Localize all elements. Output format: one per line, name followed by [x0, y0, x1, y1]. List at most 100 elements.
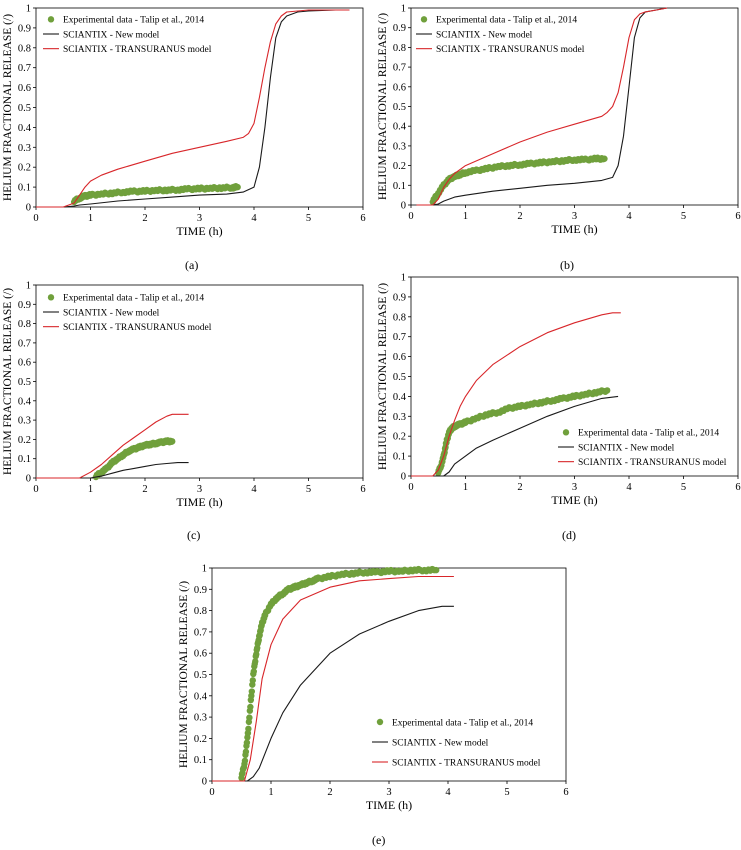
x-tick-label: 6 [360, 213, 365, 224]
series-line-transuranus [212, 575, 454, 782]
legend-label: SCIANTIX - TRANSURANUS model [63, 323, 212, 333]
x-tick-label: 6 [735, 211, 740, 222]
y-tick-label: 0.2 [18, 435, 31, 446]
y-tick-label: 0.3 [194, 713, 207, 724]
series-line-new-model [411, 395, 619, 477]
x-tick-label: 2 [142, 484, 147, 495]
legend-label: SCIANTIX - TRANSURANUS model [436, 45, 585, 55]
experimental-point [252, 658, 259, 665]
y-axis-label: HELIUM FRACTIONAL RELEASE (/) [377, 283, 389, 470]
y-axis-label: HELIUM FRACTIONAL RELEASE (/) [178, 581, 190, 768]
panel-label-e: (e) [372, 833, 386, 847]
x-tick-label: 6 [563, 787, 568, 798]
y-tick-label: 0.6 [18, 83, 31, 94]
y-tick-label: 0 [401, 201, 406, 212]
y-tick-label: 0.1 [194, 755, 207, 766]
y-tick-label: 0.9 [18, 23, 31, 34]
panel-label-c: (c) [187, 528, 201, 542]
x-tick-label: 3 [572, 211, 577, 222]
x-tick-label: 2 [327, 787, 332, 798]
legend-background [370, 712, 564, 772]
y-tick-label: 0.5 [18, 103, 31, 114]
y-tick-label: 0.9 [393, 23, 406, 34]
legend-background [41, 12, 231, 56]
y-tick-label: 1 [401, 4, 406, 15]
legend-label: SCIANTIX - TRANSURANUS model [63, 45, 212, 55]
legend-background [41, 290, 231, 334]
y-tick-label: 0.7 [194, 627, 207, 638]
experimental-point [246, 714, 253, 721]
x-tick-label: 4 [626, 482, 632, 493]
series-line-new-model [36, 462, 189, 479]
x-tick-label: 1 [463, 482, 468, 493]
series-line-transuranus [36, 413, 189, 479]
series-experimental [429, 154, 608, 206]
y-tick-label: 0.1 [393, 452, 406, 463]
y-tick-label: 0.4 [18, 123, 32, 134]
x-tick-label: 3 [197, 484, 202, 495]
series-experimental [92, 437, 176, 481]
panel-label-a: (a) [185, 258, 199, 272]
y-axis-label: HELIUM FRACTIONAL RELEASE (/) [2, 14, 14, 201]
x-tick-label: 1 [463, 211, 468, 222]
series-experimental [435, 387, 611, 477]
experimental-point [234, 183, 241, 191]
x-tick-label: 5 [681, 211, 686, 222]
y-tick-label: 1 [26, 281, 31, 292]
y-tick-label: 0.1 [18, 183, 31, 194]
x-tick-label: 2 [517, 482, 522, 493]
y-tick-label: 0.4 [18, 396, 32, 407]
legend: Experimental data - Talip et al., 2014 SC… [41, 12, 231, 56]
legend-marker-experimental [376, 718, 384, 726]
chart-panel-c: 0 0.1 0.2 0.3 0.4 0.5 0.6 0.7 0.8 0.9 1 0 1 2 3 4 5 6 TIME… [2, 281, 366, 510]
panel-label-d: (d) [562, 528, 576, 542]
legend-background [556, 425, 736, 469]
y-tick-label: 0.2 [393, 432, 406, 443]
x-tick-label: 2 [142, 213, 147, 224]
y-tick-label: 0.1 [393, 181, 406, 192]
legend-label: SCIANTIX - New model [63, 30, 160, 40]
legend-label: SCIANTIX - New model [578, 443, 675, 453]
legend: Experimental data - Talip et al., 2014 SC… [414, 12, 604, 56]
chart-panel-e: 0 0.1 0.2 0.3 0.4 0.5 0.6 0.7 0.8 0.9 1 0 1 2 3 4 5 6 TIME… [178, 564, 569, 813]
y-tick-label: 0.1 [18, 454, 31, 465]
series-line-new-model [212, 605, 454, 782]
x-tick-label: 6 [360, 484, 365, 495]
x-tick-label: 2 [517, 211, 522, 222]
x-axis-label: TIME (h) [366, 798, 412, 812]
y-tick-label: 1 [202, 564, 207, 575]
legend-label: Experimental data - Talip et al., 2014 [392, 718, 533, 728]
y-axis-label: HELIUM FRACTIONAL RELEASE (/) [2, 288, 14, 475]
x-tick-label: 5 [504, 787, 509, 798]
y-tick-label: 0.6 [393, 82, 406, 93]
y-tick-label: 0.9 [393, 292, 406, 303]
y-tick-label: 0.7 [393, 332, 406, 343]
y-tick-label: 0.4 [393, 392, 407, 403]
x-tick-label: 4 [445, 787, 451, 798]
y-tick-label: 0.2 [393, 161, 406, 172]
x-tick-label: 6 [735, 482, 740, 493]
x-tick-label: 3 [386, 787, 391, 798]
legend-marker-experimental [47, 294, 55, 301]
panel-label-b: (b) [560, 258, 574, 272]
x-tick-label: 5 [306, 484, 311, 495]
legend-label: SCIANTIX - TRANSURANUS model [578, 458, 727, 468]
series-line-new-model [416, 7, 668, 206]
experimental-point [604, 387, 611, 394]
x-tick-label: 0 [209, 787, 214, 798]
legend-label: Experimental data - Talip et al., 2014 [578, 429, 719, 439]
legend-label: SCIANTIX - TRANSURANUS model [392, 758, 541, 768]
experimental-point [245, 725, 252, 733]
series-line-transuranus [36, 9, 350, 208]
y-tick-label: 0.3 [18, 143, 31, 154]
legend-marker-experimental [47, 16, 55, 23]
series-line-transuranus [416, 7, 668, 206]
x-axis-label: TIME (h) [551, 222, 597, 236]
y-tick-label: 0.9 [18, 300, 31, 311]
y-tick-label: 1 [26, 4, 31, 15]
x-tick-label: 0 [408, 482, 413, 493]
series-line-transuranus [411, 312, 621, 477]
y-tick-label: 0.4 [194, 691, 208, 702]
experimental-point [241, 757, 249, 764]
